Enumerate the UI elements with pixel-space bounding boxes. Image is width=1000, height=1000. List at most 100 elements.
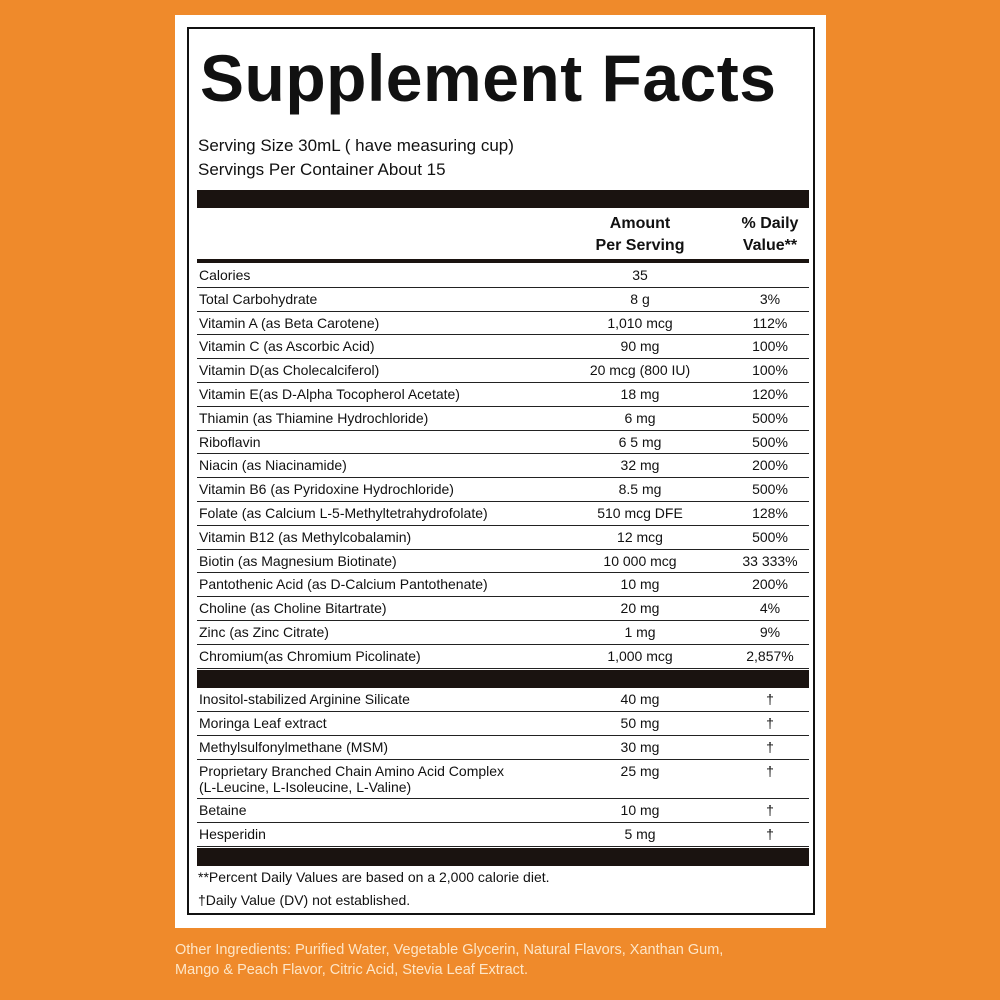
footnote: **Percent Daily Values are based on a 2,… <box>198 869 550 885</box>
nutrient-name: Choline (as Choline Bitartrate) <box>199 600 387 617</box>
amount: 35 <box>632 267 648 283</box>
daily-value: 500% <box>752 528 788 545</box>
row-rule <box>197 822 809 823</box>
amount: 25 mg <box>620 763 660 779</box>
daily-value: 500% <box>752 481 788 498</box>
amount: 40 mg <box>620 691 660 707</box>
daily-value: 500% <box>752 433 788 450</box>
servings-per-container: Servings Per Container About 15 <box>198 160 446 179</box>
row-rule <box>197 798 809 799</box>
row-rule <box>197 620 809 621</box>
amount: 6 5 mg <box>618 433 662 450</box>
daily-value: † <box>766 802 774 818</box>
nutrient-name: Methylsulfonylmethane (MSM) <box>199 739 389 755</box>
daily-value: 2,857% <box>746 647 794 664</box>
amount: 510 mcg DFE <box>597 505 683 521</box>
nutrient-name: Total Carbohydrate <box>199 290 318 307</box>
daily-value: 100% <box>752 338 788 355</box>
amount: 12 mcg <box>617 528 663 545</box>
black-bar <box>197 670 809 688</box>
amount: 1,010 mcg <box>607 314 673 331</box>
row-rule <box>197 406 809 407</box>
nutrient-name: Betaine <box>199 802 247 818</box>
black-bar <box>197 848 809 866</box>
nutrient-name: Vitamin E(as D-Alpha Tocopherol Acetate) <box>199 386 460 402</box>
amount: 18 mg <box>620 386 660 402</box>
daily-value: 112% <box>752 314 788 331</box>
row-rule <box>197 287 809 288</box>
amount: 10 mg <box>620 576 660 593</box>
row-rule <box>197 596 809 597</box>
amount: 6 mg <box>624 409 656 426</box>
serving-size: Serving Size 30mL ( have measuring cup) <box>198 136 514 155</box>
amount: 20 mcg (800 IU) <box>589 362 691 379</box>
nutrient-name: Proprietary Branched Chain Amino Acid Co… <box>199 763 505 779</box>
black-bar <box>197 190 809 208</box>
row-rule <box>197 334 809 335</box>
nutrient-name: Zinc (as Zinc Citrate) <box>199 624 329 640</box>
header-line: % Daily <box>741 215 799 232</box>
title: Supplement Facts <box>200 41 777 115</box>
nutrient-name: Pantothenic Acid (as D-Calcium Pantothen… <box>199 576 488 593</box>
daily-value: 9% <box>759 624 781 640</box>
daily-value: † <box>766 739 774 755</box>
daily-value: 120% <box>752 386 788 402</box>
nutrient-name: Niacin (as Niacinamide) <box>199 457 347 474</box>
row-rule <box>197 549 809 550</box>
amount: 5 mg <box>624 826 656 842</box>
row-rule <box>197 572 809 573</box>
row-rule <box>197 358 809 359</box>
amount: 30 mg <box>620 739 660 755</box>
nutrient-name: Chromium(as Chromium Picolinate) <box>199 647 421 664</box>
row-rule <box>197 477 809 478</box>
daily-value: 33 333% <box>742 552 798 569</box>
amount: 1 mg <box>624 624 656 640</box>
nutrient-name: Folate (as Calcium L-5-Methyltetrahydrof… <box>199 505 488 521</box>
daily-value: 3% <box>759 290 781 307</box>
daily-value: 4% <box>759 600 781 617</box>
row-rule <box>197 382 809 383</box>
row-rule <box>197 501 809 502</box>
amount: 1,000 mcg <box>607 647 673 664</box>
amount: 50 mg <box>620 715 660 731</box>
nutrient-name: Hesperidin <box>199 826 266 842</box>
nutrient-name: Moringa Leaf extract <box>199 715 327 731</box>
ingredients-line: Other Ingredients: Purified Water, Veget… <box>175 942 724 958</box>
daily-value: † <box>766 715 774 731</box>
nutrient-name: Calories <box>199 267 251 283</box>
row-rule <box>197 846 809 847</box>
other-ingredients: Other Ingredients: Purified Water, Veget… <box>175 940 723 980</box>
daily-value: † <box>766 826 774 842</box>
amount: 20 mg <box>620 600 660 617</box>
daily-value: 200% <box>752 576 788 593</box>
nutrient-name: Vitamin D(as Cholecalciferol) <box>199 362 380 379</box>
label-frame <box>187 27 815 915</box>
nutrient-name: (L-Leucine, L-Isoleucine, L-Valine) <box>199 779 412 795</box>
nutrient-name: Vitamin C (as Ascorbic Acid) <box>199 338 375 355</box>
amount: 10 000 mcg <box>603 552 677 569</box>
ingredients-line: Mango & Peach Flavor, Citric Acid, Stevi… <box>175 962 528 978</box>
label-panel <box>175 15 826 928</box>
row-rule <box>197 430 809 431</box>
amount-header: Amount Per Serving <box>580 213 700 257</box>
daily-value-header: % Daily Value** <box>720 213 820 257</box>
header-line: Per Serving <box>595 237 685 254</box>
row-rule <box>197 759 809 760</box>
nutrient-name: Vitamin B6 (as Pyridoxine Hydrochloride) <box>199 481 454 498</box>
nutrient-name: Thiamin (as Thiamine Hydrochloride) <box>199 409 429 426</box>
nutrient-name: Vitamin B12 (as Methylcobalamin) <box>199 528 412 545</box>
amount: 8.5 mg <box>618 481 662 498</box>
daily-value: 500% <box>752 409 788 426</box>
amount: 10 mg <box>620 802 660 818</box>
row-rule <box>197 453 809 454</box>
row-rule <box>197 735 809 736</box>
amount: 32 mg <box>620 457 660 474</box>
nutrient-name: Vitamin A (as Beta Carotene) <box>199 314 380 331</box>
daily-value: 128% <box>752 505 788 521</box>
nutrient-name: Riboflavin <box>199 433 261 450</box>
amount: 8 g <box>630 290 650 307</box>
daily-value: † <box>766 763 774 779</box>
row-rule <box>197 644 809 645</box>
daily-value: † <box>766 691 774 707</box>
